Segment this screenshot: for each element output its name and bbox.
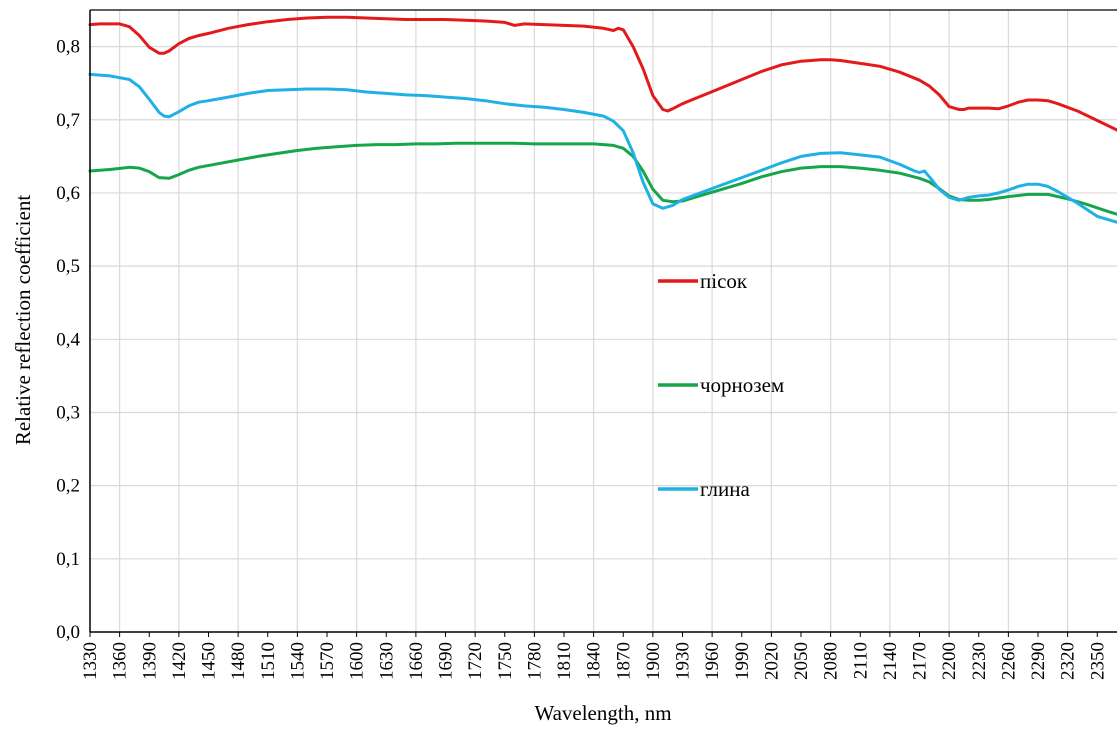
x-tick-label: 1750 xyxy=(495,642,516,680)
x-tick-label: 1390 xyxy=(139,642,160,680)
y-tick-label: 0,5 xyxy=(56,256,80,277)
x-tick-label: 2170 xyxy=(910,642,931,680)
legend-label-2: чорнозем xyxy=(700,373,784,397)
x-tick-label: 2320 xyxy=(1058,642,1079,680)
axes xyxy=(89,9,1117,637)
x-tick-label: 2050 xyxy=(791,642,812,680)
x-tick-label: 1570 xyxy=(317,642,338,680)
legend-label-1: пісок xyxy=(700,269,748,293)
x-tick-label: 2200 xyxy=(939,642,960,680)
x-tick-label: 1660 xyxy=(406,642,427,680)
x-tick-label: 1960 xyxy=(702,642,723,680)
y-tick-label: 0,3 xyxy=(56,402,80,423)
x-tick-label: 1870 xyxy=(613,642,634,680)
x-tick-label: 1690 xyxy=(436,642,457,680)
y-tick-label: 0,0 xyxy=(56,622,80,643)
x-tick-label: 1330 xyxy=(80,642,101,680)
y-tick-labels: 0,0 0,1 0,2 0,3 0,4 0,5 0,6 0,7 0,8 xyxy=(56,37,80,643)
x-tick-label: 1720 xyxy=(465,642,486,680)
x-tick-label: 1360 xyxy=(110,642,131,680)
y-tick-label: 0,7 xyxy=(56,110,80,131)
x-tick-label: 2260 xyxy=(998,642,1019,680)
x-tick-label: 2110 xyxy=(850,642,871,679)
x-tick-label: 1840 xyxy=(584,642,605,680)
x-tick-label: 1930 xyxy=(673,642,694,680)
x-tick-label: 1600 xyxy=(347,642,368,680)
legend: пісок чорнозем глина xyxy=(658,269,784,501)
legend-label-3: глина xyxy=(700,477,751,501)
x-tick-label: 1810 xyxy=(554,642,575,680)
x-tick-label: 1450 xyxy=(199,642,220,680)
y-tick-label: 0,2 xyxy=(56,476,80,497)
x-tick-label: 2290 xyxy=(1028,642,1049,680)
grid-lines xyxy=(90,10,1117,632)
x-axis-title: Wavelength, nm xyxy=(534,701,671,725)
x-tick-label: 1990 xyxy=(732,642,753,680)
x-tick-label: 1780 xyxy=(524,642,545,680)
x-tick-label: 2230 xyxy=(969,642,990,680)
x-tick-label: 2350 xyxy=(1087,642,1108,680)
x-tick-label: 2080 xyxy=(821,642,842,680)
x-tick-label: 1900 xyxy=(643,642,664,680)
y-tick-label: 0,1 xyxy=(56,549,80,570)
x-tick-label: 1510 xyxy=(258,642,279,680)
y-tick-label: 0,6 xyxy=(56,183,80,204)
x-tick-label: 1480 xyxy=(228,642,249,680)
x-tick-label: 2020 xyxy=(761,642,782,680)
series-line-3 xyxy=(88,72,1117,224)
x-tick-label: 2140 xyxy=(880,642,901,680)
x-tick-label: 1420 xyxy=(169,642,190,680)
y-tick-label: 0,8 xyxy=(56,37,80,58)
x-tick-label: 1630 xyxy=(376,642,397,680)
series-line-1 xyxy=(88,15,1117,132)
y-axis-title: Relative reflection coefficient xyxy=(11,195,35,445)
y-tick-label: 0,4 xyxy=(56,329,80,350)
x-tick-label: 1540 xyxy=(287,642,308,680)
series-lines xyxy=(88,15,1117,224)
series-line-2 xyxy=(88,141,1117,216)
x-tick-labels: 1330 1360 1390 1420 1450 1480 1510 1540 1570 1600… xyxy=(80,642,1108,680)
